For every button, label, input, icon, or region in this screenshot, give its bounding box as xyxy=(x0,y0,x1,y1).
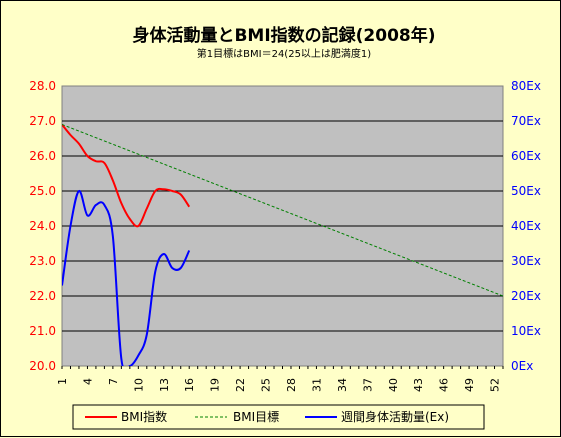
y-left-tick-label: 24.0 xyxy=(29,219,56,233)
y-right-tick-label: 80Ex xyxy=(511,79,541,93)
x-tick-label: 10 xyxy=(132,378,145,392)
y-left-tick-label: 21.0 xyxy=(29,324,56,338)
y-left-tick-label: 23.0 xyxy=(29,254,56,268)
y-right-tick-label: 10Ex xyxy=(511,324,541,338)
x-axis-labels: 1 4 7 10 13 16 19 22 25 28 31 34 37 40 43 46 49 52 xyxy=(56,378,502,392)
x-tick-label: 16 xyxy=(183,378,196,392)
y-left-tick-label: 25.0 xyxy=(29,184,56,198)
y-right-tick-label: 40Ex xyxy=(511,219,541,233)
x-tick-label: 22 xyxy=(234,378,247,392)
y-right-tick-label: 60Ex xyxy=(511,149,541,163)
x-tick-label: 7 xyxy=(107,378,120,385)
x-tick-label: 34 xyxy=(336,378,349,392)
x-tick-label: 31 xyxy=(310,378,323,392)
series-layer xyxy=(62,123,503,366)
legend-box xyxy=(72,404,485,430)
y-right-tick-label: 20Ex xyxy=(511,289,541,303)
x-tick-label: 25 xyxy=(260,378,273,392)
x-tick-label: 40 xyxy=(387,378,400,392)
legend-target-label: BMI目標 xyxy=(233,410,279,424)
y-left-tick-label: 28.0 xyxy=(29,79,56,93)
x-ticks xyxy=(61,366,504,369)
y-left-tick-label: 20.0 xyxy=(29,359,56,373)
y-left-tick-label: 22.0 xyxy=(29,289,56,303)
x-tick-label: 43 xyxy=(412,378,425,392)
series-activity-line xyxy=(62,189,191,366)
y-left-tick-label: 27.0 xyxy=(29,114,56,128)
x-tick-label: 52 xyxy=(489,378,502,392)
chart-title: 身体活動量とBMI指数の記録(2008年) xyxy=(132,25,435,46)
legend: BMI指数 BMI目標 週間身体活動量(Ex) xyxy=(72,404,485,430)
x-tick-label: 28 xyxy=(285,378,298,392)
y-axis-left-labels: 20.0 21.0 22.0 23.0 24.0 25.0 26.0 27.0 28.0 xyxy=(29,79,56,373)
x-tick-label: 13 xyxy=(158,378,171,392)
x-tick-label: 46 xyxy=(438,378,451,392)
y-right-tick-label: 50Ex xyxy=(511,184,541,198)
chart-subtitle: 第1目標はBMI＝24(25以上は肥満度1) xyxy=(197,47,372,60)
gridlines xyxy=(62,120,503,332)
x-tick-label: 49 xyxy=(463,378,476,392)
series-bmi-target-line xyxy=(62,124,503,297)
legend-bmi-label: BMI指数 xyxy=(121,409,167,424)
y-right-tick-label: 0Ex xyxy=(511,359,533,373)
x-tick-label: 19 xyxy=(209,378,222,392)
legend-activity-label: 週間身体活動量(Ex) xyxy=(341,409,449,424)
y-axis-right-labels: 0Ex 10Ex 20Ex 30Ex 40Ex 50Ex 60Ex 70Ex 80Ex xyxy=(511,79,541,373)
y-left-tick-label: 26.0 xyxy=(29,149,56,163)
x-tick-label: 1 xyxy=(56,378,69,385)
x-tick-label: 37 xyxy=(361,378,374,392)
series-bmi-line xyxy=(62,123,191,228)
y-right-tick-label: 70Ex xyxy=(511,114,541,128)
y-right-tick-label: 30Ex xyxy=(511,254,541,268)
x-tick-label: 4 xyxy=(81,378,94,385)
